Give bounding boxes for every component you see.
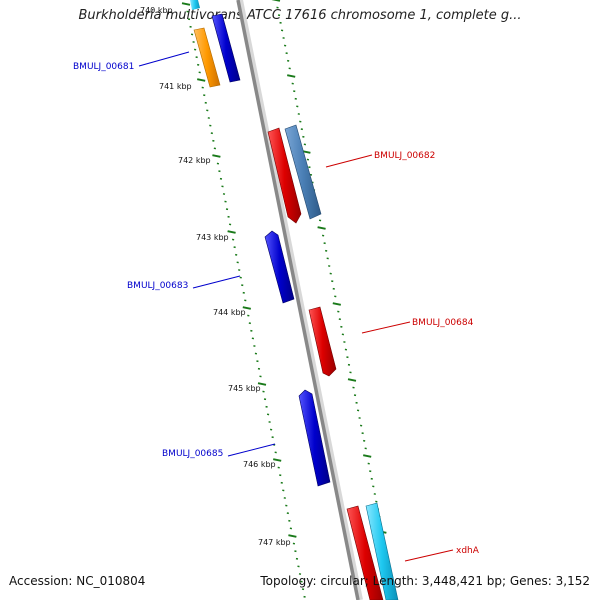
scale-tick: [332, 302, 341, 306]
kbp-label-743: 743 kbp: [196, 233, 229, 242]
leader-bmulj-00684: [361, 321, 411, 334]
label-xdha[interactable]: xdhA: [456, 546, 480, 556]
leader-bmulj-00683: [192, 275, 241, 289]
scale-tick: [347, 378, 357, 382]
backbone-shadow: [237, 0, 363, 600]
topology-summary: Topology: circular; Length: 3,448,421 bp…: [260, 574, 590, 588]
label-bmulj-00685[interactable]: BMULJ_00685: [162, 449, 223, 459]
gene-top-cyan-partial[interactable]: [190, 0, 200, 10]
label-bmulj-00682[interactable]: BMULJ_00682: [374, 151, 435, 161]
leader-xdha: [404, 549, 454, 562]
gene-bmulj-00684[interactable]: [308, 306, 337, 377]
kbp-tick: [288, 534, 297, 538]
kbp-label-746: 746 kbp: [243, 460, 276, 469]
gene-bmulj-00681-orange[interactable]: [193, 27, 221, 88]
scale-tick: [271, 0, 281, 2]
gene-bmulj-00682-steel[interactable]: [284, 124, 322, 220]
leader-bmulj-00685: [227, 443, 276, 457]
gene-bmulj-00682[interactable]: [267, 127, 302, 224]
gene-xdha-cyan[interactable]: [365, 502, 399, 600]
kbp-label-742: 742 kbp: [178, 156, 211, 165]
leader-bmulj-00681: [138, 51, 190, 67]
backbone: [236, 0, 360, 600]
kbp-label-741: 741 kbp: [159, 82, 192, 91]
kbp-tick: [273, 458, 282, 462]
kbp-label-745: 745 kbp: [228, 384, 261, 393]
kbp-tick: [227, 230, 236, 234]
kbp-ruler-left: [181, 2, 306, 598]
gene-bmulj-00683[interactable]: [264, 230, 295, 304]
accession-text: Accession: NC_010804: [9, 574, 146, 588]
scale-tick: [287, 74, 296, 78]
kbp-label-740: 740 kbp: [140, 6, 173, 15]
label-bmulj-00684[interactable]: BMULJ_00684: [412, 318, 474, 328]
label-bmulj-00683[interactable]: BMULJ_00683: [127, 281, 188, 291]
kbp-tick: [197, 78, 206, 82]
kbp-tick: [212, 154, 221, 158]
kbp-label-747: 747 kbp: [258, 538, 291, 547]
gene-xdha[interactable]: [346, 505, 384, 600]
kbp-tick: [181, 2, 191, 6]
scale-tick: [317, 226, 326, 230]
kbp-tick: [257, 382, 267, 386]
scale-tick: [363, 454, 372, 458]
gene-bmulj-00681[interactable]: [211, 13, 241, 83]
leader-bmulj-00682: [325, 154, 373, 168]
kbp-label-744: 744 kbp: [213, 308, 246, 317]
kbp-tick: [242, 306, 251, 310]
gene-bmulj-00685[interactable]: [298, 389, 331, 487]
label-bmulj-00681[interactable]: BMULJ_00681: [73, 62, 134, 72]
